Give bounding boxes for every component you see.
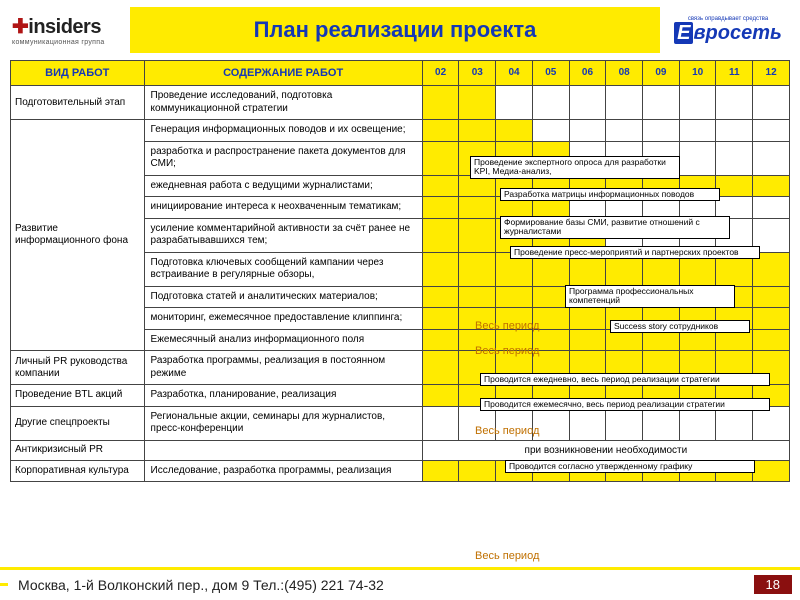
logo-left-text: insiders xyxy=(28,16,101,38)
period-label: Весь период xyxy=(475,345,539,357)
work-type-cell: Антикризисный PR xyxy=(11,440,145,460)
plan-table: ВИД РАБОТСОДЕРЖАНИЕ РАБОТ020304050608091… xyxy=(10,60,790,482)
work-desc-cell: Подготовка статей и аналитических матери… xyxy=(144,286,422,308)
month-header: 06 xyxy=(569,61,606,86)
work-desc-cell: Исследование, разработка программы, реал… xyxy=(144,460,422,482)
work-desc-cell: Региональные акции, семинары для журнали… xyxy=(144,406,422,440)
logo-left-sub: коммуникационная группа xyxy=(12,39,122,46)
work-type-cell: Развитие информационного фона xyxy=(11,120,145,351)
work-type-cell: Личный PR руководства компании xyxy=(11,351,145,385)
work-desc-cell: Разработка, планирование, реализация xyxy=(144,385,422,407)
work-desc-cell xyxy=(144,440,422,460)
gantt-note: Проводится ежемесячно, весь период реали… xyxy=(480,398,770,411)
gantt-note: Разработка матрицы информационных поводо… xyxy=(500,188,720,201)
month-header: 03 xyxy=(459,61,496,86)
gantt-note: Success story сотрудников xyxy=(610,320,750,333)
work-type-cell: Другие спецпроекты xyxy=(11,406,145,440)
col-desc-header: СОДЕРЖАНИЕ РАБОТ xyxy=(144,61,422,86)
footer-address: Москва, 1-й Волконский пер., дом 9 Тел.:… xyxy=(8,577,754,593)
period-label: Весь период xyxy=(475,550,539,562)
logo-insiders: ✚insiders коммуникационная группа xyxy=(12,14,122,46)
month-header: 11 xyxy=(716,61,753,86)
month-header: 10 xyxy=(679,61,716,86)
work-desc-cell: усиление комментарийной активности за сч… xyxy=(144,218,422,252)
logo-euroset: связь оправдывает средства Евросеть xyxy=(668,16,788,45)
page-number: 18 xyxy=(754,575,792,594)
plan-table-wrap: ВИД РАБОТСОДЕРЖАНИЕ РАБОТ020304050608091… xyxy=(0,60,800,482)
work-desc-cell: разработка и распространение пакета доку… xyxy=(144,141,422,175)
work-desc-cell: инициирование интереса к неохваченным те… xyxy=(144,197,422,219)
page-title: План реализации проекта xyxy=(254,17,537,42)
divider-line xyxy=(0,567,800,570)
work-desc-cell: Ежемесячный анализ информационного поля xyxy=(144,329,422,351)
work-type-cell: Подготовительный этап xyxy=(11,86,145,120)
gantt-note: Формирование базы СМИ, развитие отношени… xyxy=(500,216,730,239)
period-label: Весь период xyxy=(475,425,539,437)
work-desc-cell: мониторинг, ежемесячное предоставление к… xyxy=(144,308,422,330)
gantt-note: Проводится ежедневно, весь период реализ… xyxy=(480,373,770,386)
gantt-note: Проведение пресс-мероприятий и партнерск… xyxy=(510,246,760,259)
month-header: 12 xyxy=(753,61,790,86)
month-header: 08 xyxy=(606,61,643,86)
work-desc-cell: Проведение исследований, подготовка комм… xyxy=(144,86,422,120)
gantt-note: Проводится согласно утвержденному график… xyxy=(505,460,755,473)
gantt-note: Программа профессиональных компетенций xyxy=(565,285,735,308)
month-header: 09 xyxy=(643,61,680,86)
month-header: 04 xyxy=(496,61,533,86)
work-desc-cell: ежедневная работа с ведущими журналистам… xyxy=(144,175,422,197)
work-desc-cell: Генерация информационных поводов и их ос… xyxy=(144,120,422,142)
gantt-note: Проведение экспертного опроса для разраб… xyxy=(470,156,680,179)
work-desc-cell: Разработка программы, реализация в посто… xyxy=(144,351,422,385)
header: ✚insiders коммуникационная группа План р… xyxy=(0,0,800,60)
month-header: 05 xyxy=(532,61,569,86)
title-banner: План реализации проекта xyxy=(130,7,660,53)
work-type-cell: Корпоративная культура xyxy=(11,460,145,482)
work-type-cell: Проведение BTL акций xyxy=(11,385,145,407)
period-label: Весь период xyxy=(475,320,539,332)
col-work-header: ВИД РАБОТ xyxy=(11,61,145,86)
footer: Москва, 1-й Волконский пер., дом 9 Тел.:… xyxy=(0,575,800,594)
month-header: 02 xyxy=(422,61,459,86)
work-desc-cell: Подготовка ключевых сообщений кампании ч… xyxy=(144,252,422,286)
